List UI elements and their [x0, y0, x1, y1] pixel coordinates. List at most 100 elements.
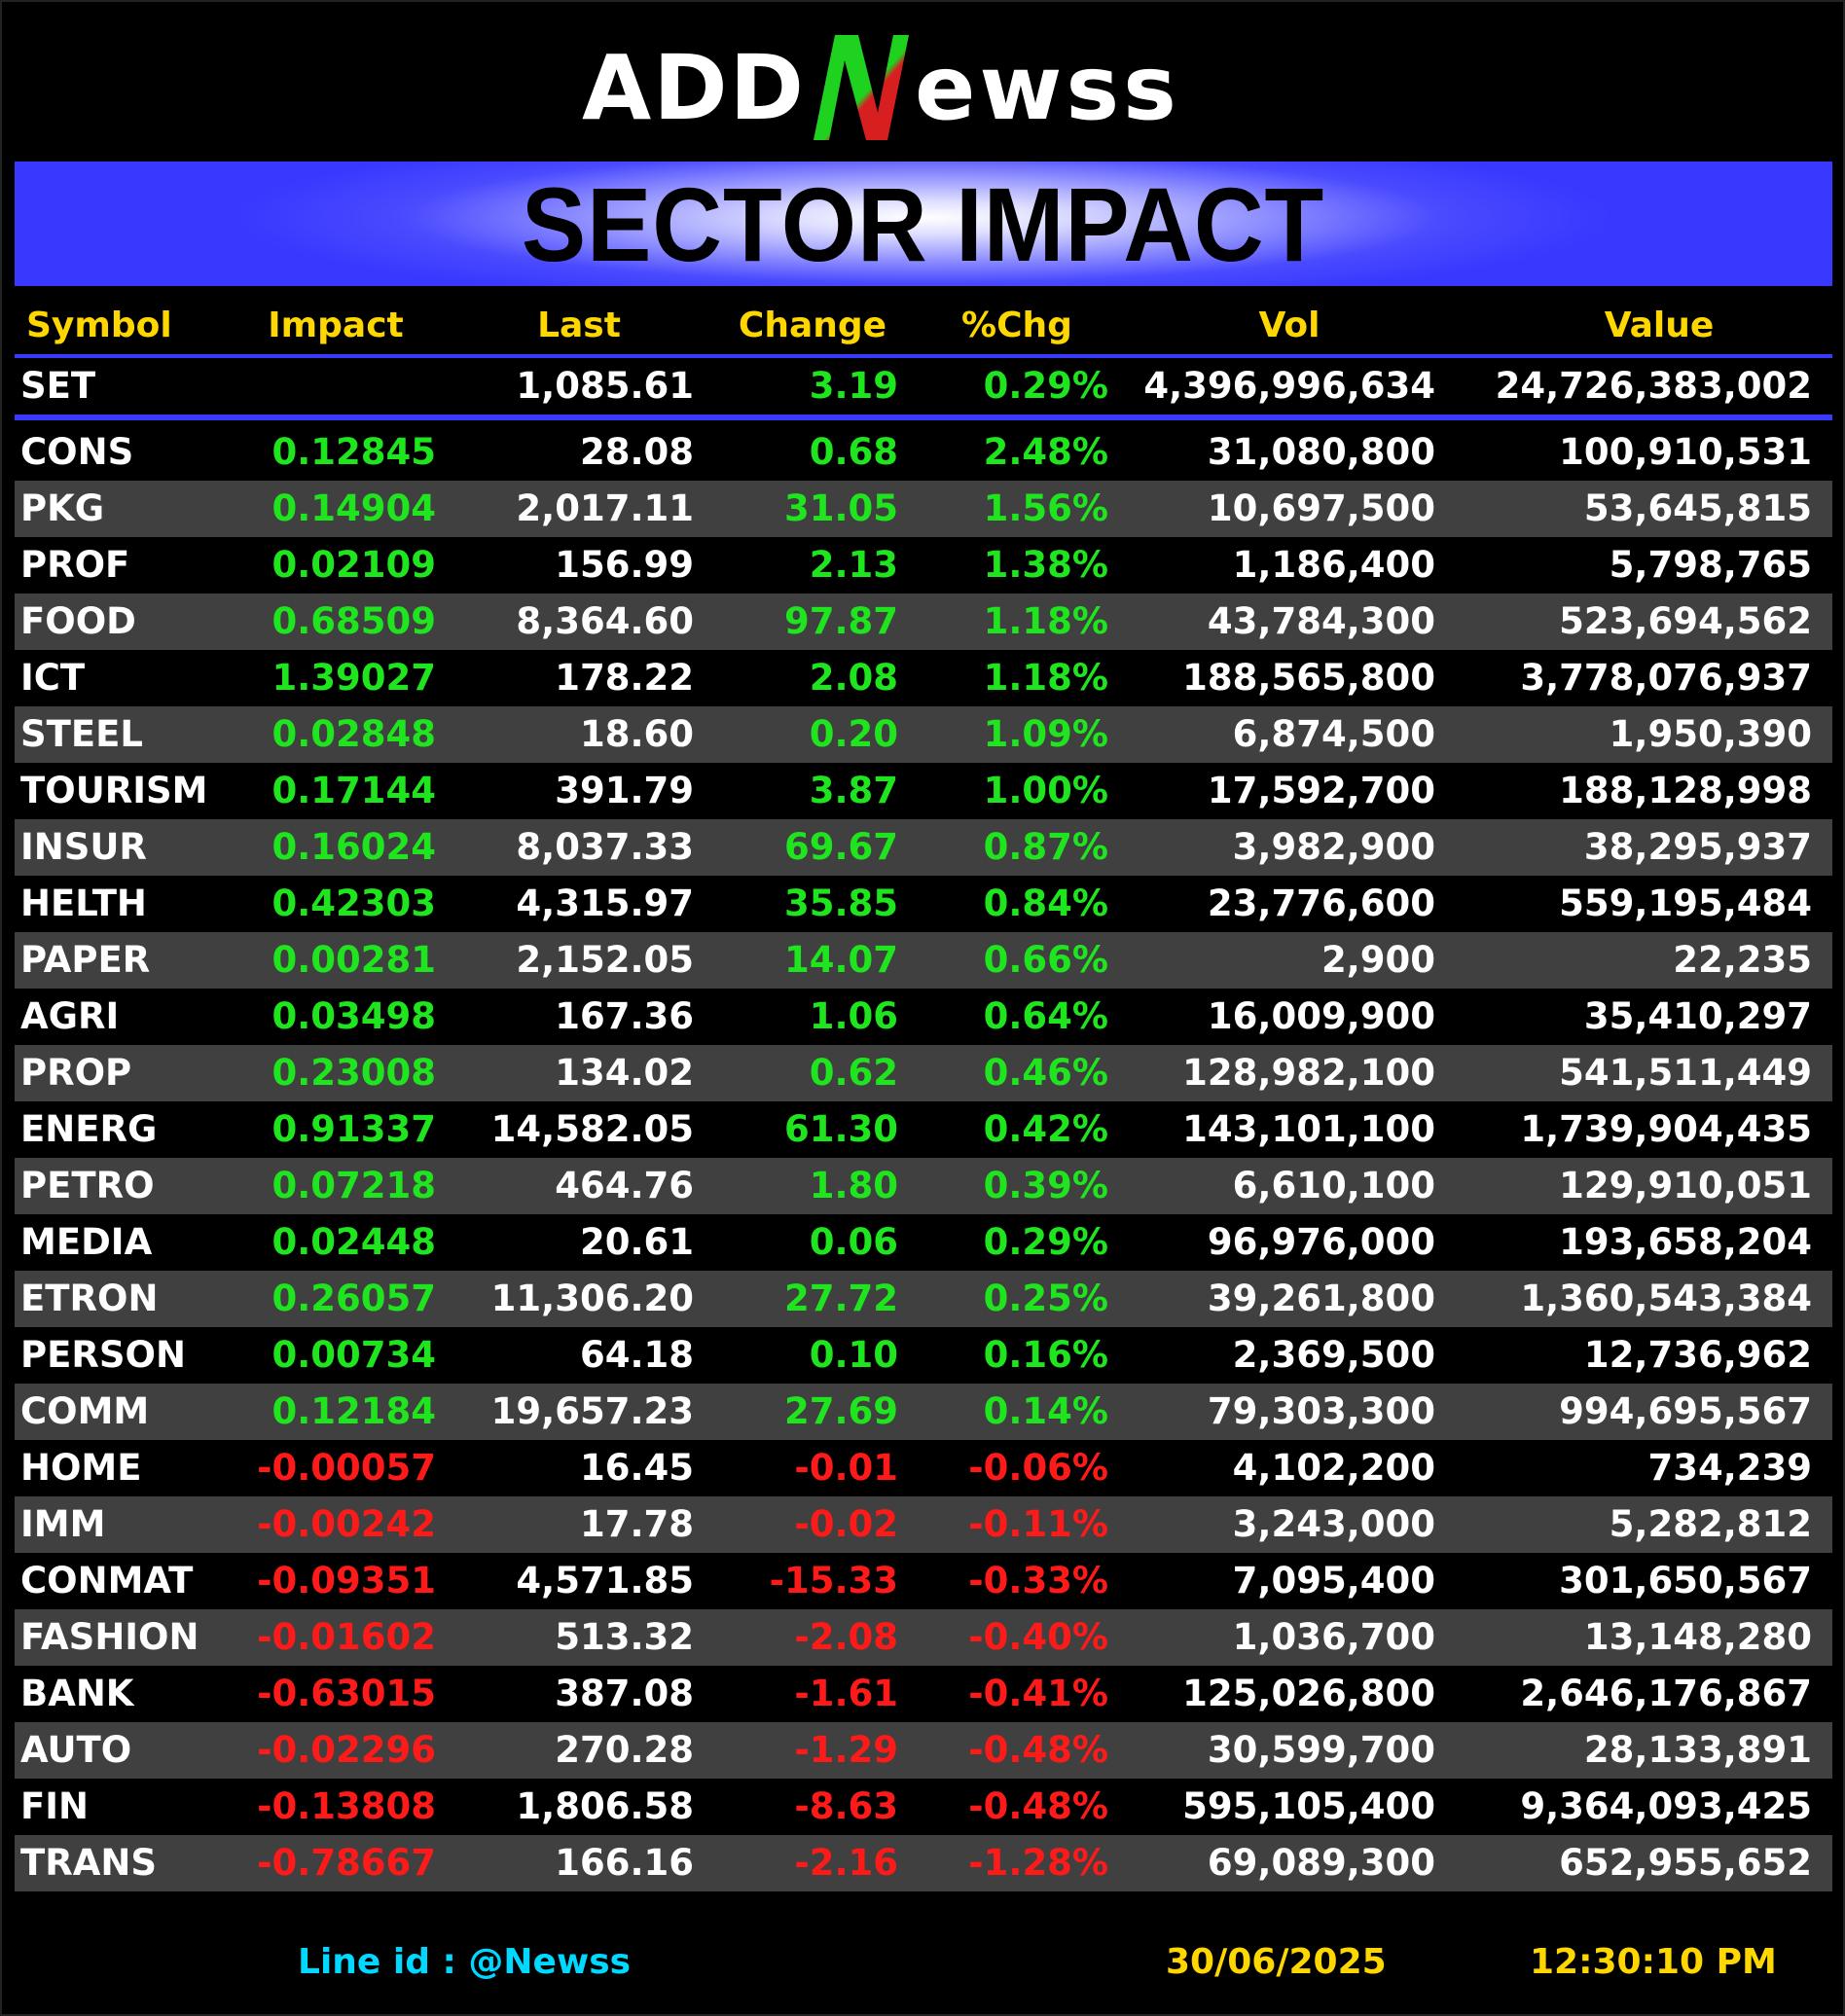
table-row: CONMAT -0.09351 4,571.85 -15.33 -0.33% 7,095,… [15, 1553, 1832, 1609]
cell-pct-change: -0.33% [968, 1560, 1108, 1602]
cell-impact: 0.42303 [271, 882, 436, 924]
cell-symbol: PAPER [20, 939, 151, 981]
table-header-row: Symbol Impact Last Change %Chg Vol Value [15, 298, 1832, 354]
cell-last: 391.79 [555, 770, 694, 811]
cell-symbol: MEDIA [20, 1221, 153, 1263]
cell-pct-change: -0.48% [968, 1785, 1108, 1827]
cell-value: 12,736,962 [1583, 1334, 1812, 1376]
cell-last: 513.32 [555, 1616, 694, 1658]
cell-volume: 143,101,100 [1182, 1108, 1435, 1150]
cell-last: 464.76 [555, 1165, 694, 1206]
cell-last: 2,017.11 [516, 487, 694, 529]
cell-value: 5,282,812 [1609, 1503, 1812, 1545]
cell-value: 53,645,815 [1583, 487, 1812, 529]
cell-last: 64.18 [579, 1334, 694, 1376]
cell-last: 17.78 [579, 1503, 694, 1545]
brand-logo: ADD ewss [0, 21, 1845, 148]
cell-value: 38,295,937 [1583, 826, 1812, 868]
cell-pct-change: 1.56% [983, 487, 1108, 529]
cell-volume: 1,036,700 [1232, 1616, 1435, 1658]
cell-change: -1.61 [794, 1673, 898, 1714]
cell-symbol: FIN [20, 1785, 90, 1827]
cell-symbol: CONS [20, 431, 134, 473]
cell-change: 1.80 [809, 1165, 898, 1206]
cell-change: -8.63 [794, 1785, 898, 1827]
cell-pct-change: -1.28% [968, 1842, 1108, 1884]
cell-change: 35.85 [783, 882, 898, 924]
header-symbol: Symbol [26, 306, 172, 345]
cell-pct-change: 0.84% [983, 882, 1108, 924]
cell-value: 22,235 [1673, 939, 1812, 981]
header-volume: Vol [1258, 306, 1320, 345]
cell-value: 13,148,280 [1583, 1616, 1812, 1658]
index-volume: 4,396,996,634 [1143, 365, 1435, 407]
cell-impact: 0.68509 [271, 600, 436, 642]
logo-mark [814, 35, 909, 140]
cell-change: -0.02 [794, 1503, 898, 1545]
footer-time: 12:30:10 PM [1530, 1942, 1777, 1982]
cell-pct-change: -0.48% [968, 1729, 1108, 1771]
cell-impact: 0.00734 [271, 1334, 436, 1376]
cell-impact: -0.63015 [257, 1673, 436, 1714]
cell-change: 27.72 [783, 1278, 898, 1319]
page-title: SECTOR IMPACT [522, 164, 1325, 283]
cell-last: 19,657.23 [490, 1390, 694, 1432]
logo-text-left: ADD [582, 36, 806, 140]
table-row: PETRO 0.07218 464.76 1.80 0.39% 6,610,100 129,… [15, 1158, 1832, 1214]
cell-value: 734,239 [1647, 1447, 1812, 1489]
cell-last: 16.45 [579, 1447, 694, 1489]
cell-last: 134.02 [555, 1052, 694, 1094]
cell-last: 166.16 [555, 1842, 694, 1884]
cell-volume: 23,776,600 [1207, 882, 1435, 924]
cell-volume: 1,186,400 [1232, 544, 1435, 586]
table-row: IMM -0.00242 17.78 -0.02 -0.11% 3,243,000 5,28… [15, 1496, 1832, 1553]
cell-last: 8,037.33 [516, 826, 694, 868]
cell-last: 387.08 [555, 1673, 694, 1714]
logo-graphic: ADD ewss [582, 35, 1180, 140]
cell-symbol: AGRI [20, 995, 120, 1037]
cell-volume: 10,697,500 [1207, 487, 1435, 529]
header-change: Change [738, 306, 887, 345]
cell-volume: 4,102,200 [1232, 1447, 1435, 1489]
table-row: HELTH 0.42303 4,315.97 35.85 0.84% 23,776,600… [15, 876, 1832, 932]
cell-symbol: ENERG [20, 1108, 158, 1150]
table-row: TOURISM 0.17144 391.79 3.87 1.00% 17,592,700 1… [15, 763, 1832, 819]
table-row: MEDIA 0.02448 20.61 0.06 0.29% 96,976,000 193,… [15, 1214, 1832, 1271]
logo-text-right: ewss [915, 36, 1180, 140]
table-row: COMM 0.12184 19,657.23 27.69 0.14% 79,303,300… [15, 1384, 1832, 1440]
table-row: INSUR 0.16024 8,037.33 69.67 0.87% 3,982,900 3… [15, 819, 1832, 876]
cell-impact: 0.14904 [271, 487, 436, 529]
cell-value: 9,364,093,425 [1520, 1785, 1812, 1827]
cell-pct-change: 0.46% [983, 1052, 1108, 1094]
cell-change: 0.20 [809, 713, 898, 755]
cell-volume: 17,592,700 [1207, 770, 1435, 811]
cell-value: 523,694,562 [1559, 600, 1812, 642]
cell-impact: -0.01602 [257, 1616, 436, 1658]
cell-impact: 0.91337 [271, 1108, 436, 1150]
cell-value: 559,195,484 [1559, 882, 1812, 924]
table-row: ICT 1.39027 178.22 2.08 1.18% 188,565,800 3,77… [15, 650, 1832, 706]
table-row: STEEL 0.02848 18.60 0.20 1.09% 6,874,500 1,950… [15, 706, 1832, 763]
cell-last: 156.99 [555, 544, 694, 586]
cell-symbol: PROF [20, 544, 130, 586]
cell-change: 2.08 [809, 657, 898, 699]
cell-value: 3,778,076,937 [1520, 657, 1812, 699]
cell-volume: 2,369,500 [1232, 1334, 1435, 1376]
cell-impact: -0.13808 [257, 1785, 436, 1827]
cell-pct-change: 1.00% [983, 770, 1108, 811]
table-row: FASHION -0.01602 513.32 -2.08 -0.40% 1,036,70… [15, 1609, 1832, 1666]
cell-pct-change: -0.06% [968, 1447, 1108, 1489]
cell-volume: 16,009,900 [1207, 995, 1435, 1037]
header-impact: Impact [268, 306, 404, 345]
cell-impact: 0.02109 [271, 544, 436, 586]
cell-impact: 0.17144 [271, 770, 436, 811]
cell-change: -2.08 [794, 1616, 898, 1658]
cell-symbol: ICT [20, 657, 86, 699]
cell-change: -0.01 [794, 1447, 898, 1489]
cell-change: -15.33 [769, 1560, 898, 1602]
table-row: AGRI 0.03498 167.36 1.06 0.64% 16,009,900 35,4… [15, 989, 1832, 1045]
cell-value: 188,128,998 [1559, 770, 1812, 811]
cell-pct-change: 0.29% [983, 1221, 1108, 1263]
cell-volume: 128,982,100 [1182, 1052, 1435, 1094]
cell-impact: -0.78667 [257, 1842, 436, 1884]
